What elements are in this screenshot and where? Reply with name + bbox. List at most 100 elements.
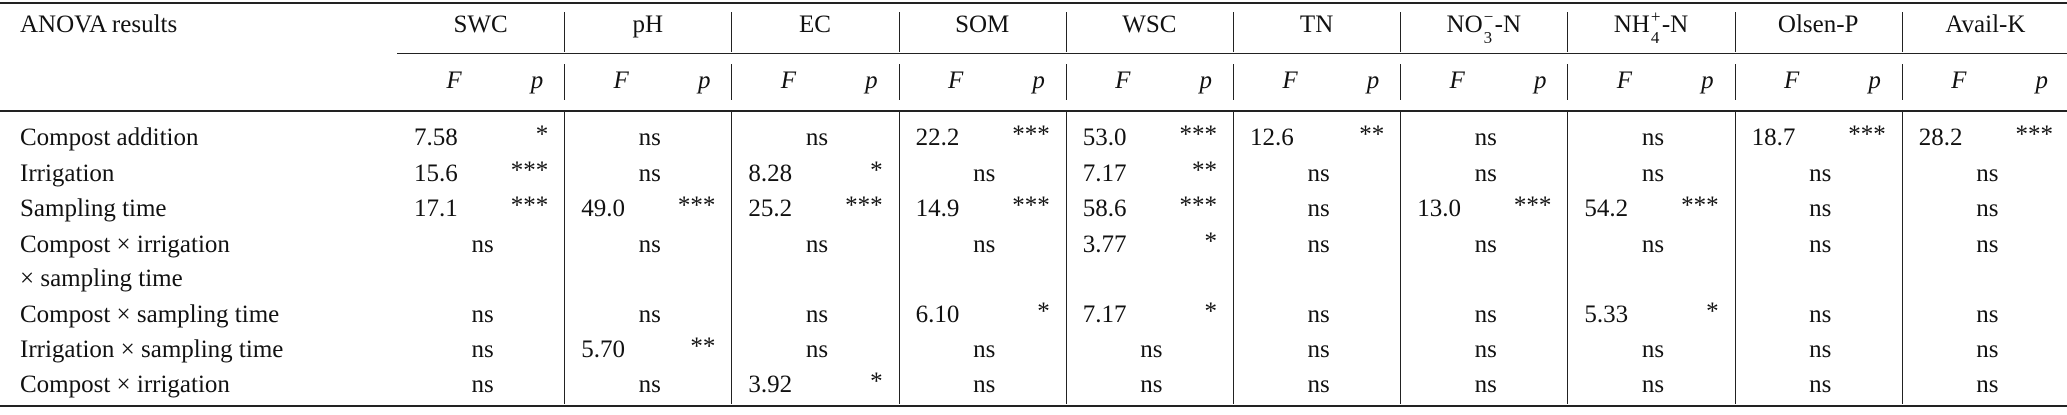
cell-not-significant: ns <box>1641 336 1665 363</box>
column-divider <box>1233 12 1234 52</box>
cell-significance: *** <box>677 192 716 219</box>
corner-label: ANOVA results <box>20 11 178 38</box>
cell-f-value: 7.17 <box>1082 301 1127 328</box>
subheader-f: F <box>947 67 964 94</box>
cell-not-significant: ns <box>1474 371 1497 398</box>
cell-not-significant: ns <box>471 336 494 363</box>
cell-not-significant: ns <box>973 336 996 363</box>
subheader-f: F <box>1115 67 1131 94</box>
column-divider <box>1902 112 1903 404</box>
cell-significance: *** <box>510 157 549 184</box>
cell-f-value: 8.28 <box>748 160 793 187</box>
subheader-rule <box>0 110 2067 112</box>
column-divider <box>899 112 900 404</box>
column-header: NH +4 -N <box>1613 7 1689 47</box>
column-header-base: NO <box>1446 11 1483 38</box>
column-header: Avail-K <box>1945 11 2026 38</box>
cell-not-significant: ns <box>1976 371 1999 398</box>
cell-not-significant: ns <box>805 336 829 363</box>
cell-not-significant: ns <box>1976 301 1999 328</box>
cell-not-significant: ns <box>1307 301 1330 328</box>
cell-f-value: 12.6 <box>1250 124 1294 151</box>
column-divider <box>1902 64 1903 100</box>
subheader-p: p <box>865 67 878 94</box>
cell-significance: * <box>1037 298 1050 325</box>
cell-not-significant: ns <box>1307 231 1330 258</box>
bottom-rule <box>0 405 2067 407</box>
column-header-base: NH <box>1613 11 1650 38</box>
cell-not-significant: ns <box>638 371 661 398</box>
cell-not-significant: ns <box>805 124 829 151</box>
cell-significance: *** <box>1012 121 1050 148</box>
cell-f-value: 25.2 <box>748 195 793 222</box>
column-divider <box>1233 112 1234 404</box>
cell-not-significant: ns <box>1641 124 1665 151</box>
column-header: NO − 3 -N <box>1446 7 1522 47</box>
cell-not-significant: ns <box>1307 336 1330 363</box>
column-divider <box>1902 12 1903 52</box>
top-rule <box>0 2 2067 4</box>
subheader-p: p <box>1701 67 1714 94</box>
cell-f-value: 6.10 <box>915 301 960 328</box>
column-divider <box>1400 12 1401 52</box>
cell-not-significant: ns <box>471 301 494 328</box>
row-label: Compost × sampling time <box>20 301 280 328</box>
cell-f-value: 13.0 <box>1417 195 1461 222</box>
cell-f-value: 22.2 <box>915 124 960 151</box>
subheader-p: p <box>2035 67 2049 94</box>
cell-not-significant: ns <box>973 371 996 398</box>
cell-significance: *** <box>1179 121 1218 148</box>
cell-not-significant: ns <box>1809 336 1832 363</box>
column-header: Olsen-P <box>1777 11 1859 38</box>
subheader-f: F <box>613 67 629 94</box>
column-divider <box>1735 12 1736 52</box>
cell-not-significant: ns <box>1474 336 1497 363</box>
subheader-f: F <box>446 67 462 94</box>
column-header-superscript: + <box>1650 7 1661 26</box>
column-divider <box>564 12 565 52</box>
cell-not-significant: ns <box>1307 371 1330 398</box>
cell-f-value: 54.2 <box>1584 195 1629 222</box>
column-divider <box>1400 64 1401 100</box>
cell-not-significant: ns <box>1976 336 1999 363</box>
cell-not-significant: ns <box>1474 124 1497 151</box>
row-label: Compost × irrigation <box>20 371 230 398</box>
cell-f-value: 49.0 <box>581 195 625 222</box>
cell-not-significant: ns <box>638 124 661 151</box>
column-divider <box>1567 12 1568 52</box>
cell-significance: *** <box>1012 192 1050 219</box>
cell-significance: * <box>870 368 883 395</box>
cell-not-significant: ns <box>1140 371 1163 398</box>
cell-f-value: 7.58 <box>414 124 458 151</box>
cell-not-significant: ns <box>1976 195 1999 222</box>
cell-significance: *** <box>1848 121 1886 148</box>
cell-significance: *** <box>2015 121 2054 148</box>
cell-not-significant: ns <box>1976 231 1999 258</box>
column-header-suffix: -N <box>1661 11 1689 38</box>
cell-significance: ** <box>1192 157 1217 184</box>
row-label: Irrigation <box>20 160 115 187</box>
column-divider <box>731 112 732 404</box>
column-divider <box>1567 64 1568 100</box>
cell-significance: *** <box>510 192 549 219</box>
cell-significance: * <box>1204 228 1218 255</box>
cell-f-value: 14.9 <box>915 195 960 222</box>
column-divider <box>1233 64 1234 100</box>
column-header: TN <box>1299 11 1334 38</box>
cell-significance: *** <box>1513 192 1552 219</box>
row-label: Compost × irrigation <box>20 231 230 258</box>
cell-not-significant: ns <box>1307 195 1330 222</box>
cell-f-value: 58.6 <box>1082 195 1127 222</box>
cell-f-value: 3.77 <box>1082 231 1127 258</box>
column-divider <box>1567 112 1568 404</box>
cell-significance: * <box>1204 298 1218 325</box>
column-divider <box>1066 64 1067 100</box>
row-label: Irrigation × sampling time <box>20 336 284 363</box>
column-divider <box>1066 112 1067 404</box>
cell-significance: * <box>535 121 549 148</box>
column-divider <box>564 64 565 100</box>
cell-significance: *** <box>1681 192 1719 219</box>
cell-significance: * <box>870 157 883 184</box>
subheader-f: F <box>1783 67 1800 94</box>
cell-not-significant: ns <box>1641 160 1665 187</box>
